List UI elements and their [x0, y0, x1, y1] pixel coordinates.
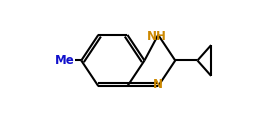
Text: NH: NH	[147, 30, 166, 43]
Text: N: N	[153, 78, 163, 91]
Text: Me: Me	[55, 54, 75, 67]
